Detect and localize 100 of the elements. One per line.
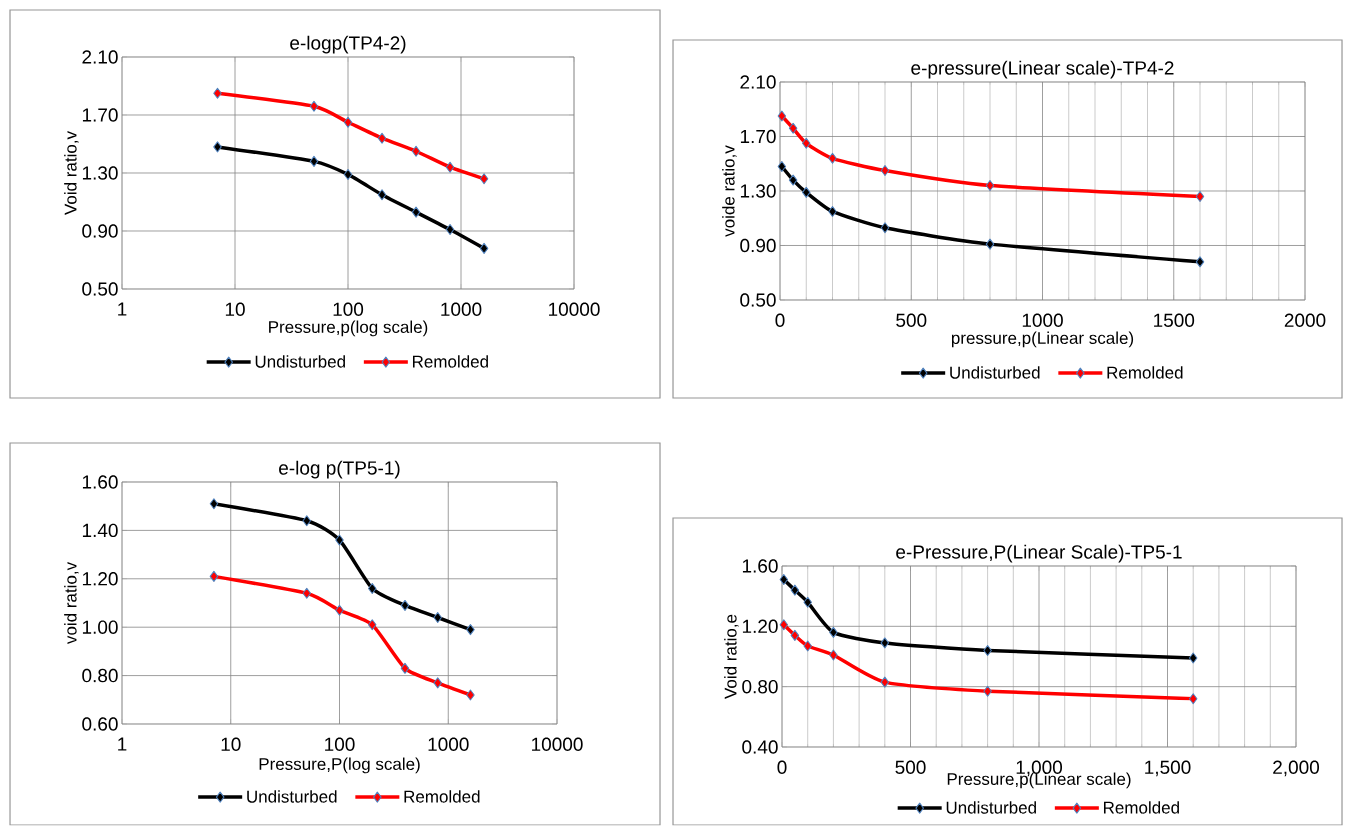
point xyxy=(983,645,992,657)
x-tick-label: 1000 xyxy=(441,302,482,317)
y-tick-label: 2.10 xyxy=(82,50,118,64)
point xyxy=(880,637,890,649)
x-tick-label: 1 xyxy=(118,737,127,751)
point xyxy=(367,583,377,595)
y-axis-title: void ratio,v xyxy=(64,562,79,645)
point xyxy=(343,116,353,128)
x-tick-label: 10 xyxy=(225,302,245,317)
point xyxy=(400,663,410,675)
point xyxy=(803,640,812,652)
x-tick-label: 500 xyxy=(895,760,926,775)
point xyxy=(829,649,838,661)
point xyxy=(985,180,995,192)
y-tick-label: 1.20 xyxy=(82,572,118,586)
legend-label: Undisturbed xyxy=(247,790,337,803)
y-tick-label: 0.50 xyxy=(740,293,776,307)
point xyxy=(377,132,387,144)
point xyxy=(779,619,789,631)
point xyxy=(367,619,377,631)
y-tick-label: 0.80 xyxy=(742,680,778,694)
x-axis-title: pressure,p(Linear scale) xyxy=(951,331,1134,348)
x-tick-label: 1,500 xyxy=(1145,760,1191,777)
point xyxy=(466,624,475,636)
x-tick-label: 0 xyxy=(777,760,787,775)
y-tick-label: 0.40 xyxy=(742,740,778,754)
point xyxy=(411,206,421,218)
chart-title: e-logp(TP4-2) xyxy=(290,35,406,54)
point xyxy=(985,238,995,250)
legend-label: Remolded xyxy=(1107,366,1183,379)
point xyxy=(445,224,455,236)
point xyxy=(779,574,789,586)
x-tick-label: 10 xyxy=(221,737,241,752)
point xyxy=(411,145,421,157)
x-tick-label: 1000 xyxy=(428,737,469,752)
point xyxy=(479,173,489,185)
point xyxy=(983,685,992,697)
point xyxy=(880,676,890,688)
x-axis-title: Pressure,p(log scale) xyxy=(269,320,428,337)
point xyxy=(335,604,344,616)
y-tick-label: 0.90 xyxy=(82,224,118,238)
y-tick-label: 0.50 xyxy=(82,282,118,296)
point xyxy=(829,627,838,639)
point xyxy=(302,588,312,600)
chart-title: e-Pressure,P(Linear Scale)-TP5-1 xyxy=(896,544,1182,563)
point xyxy=(802,187,811,199)
x-axis-title: Pressure,P(log scale) xyxy=(259,757,420,774)
chart-title: e-pressure(Linear scale)-TP4-2 xyxy=(911,60,1174,79)
x-tick-label: 1000 xyxy=(1022,313,1063,328)
y-tick-label: 1.30 xyxy=(740,184,776,198)
y-tick-label: 2.10 xyxy=(740,75,776,89)
point xyxy=(828,153,837,164)
point xyxy=(1188,693,1198,705)
point xyxy=(803,596,812,608)
point xyxy=(788,123,798,135)
point xyxy=(466,689,475,701)
y-tick-label: 1.60 xyxy=(742,559,778,573)
point xyxy=(343,169,353,181)
point xyxy=(802,138,811,150)
x-tick-label: 1500 xyxy=(1154,313,1195,328)
y-tick-label: 0.90 xyxy=(740,238,776,253)
point xyxy=(309,156,319,168)
x-tick-label: 0 xyxy=(775,313,785,328)
y-tick-label: 1.30 xyxy=(82,166,118,180)
point xyxy=(1195,191,1205,203)
y-tick-label: 1.70 xyxy=(740,129,776,144)
x-tick-label: 10000 xyxy=(532,737,583,752)
point xyxy=(302,515,312,527)
point xyxy=(1188,652,1198,664)
x-tick-label: 100 xyxy=(325,737,355,752)
legend-label: Remolded xyxy=(404,790,480,803)
y-tick-label: 1.60 xyxy=(82,475,118,489)
point xyxy=(433,677,442,689)
y-axis-title: Void ratio,v xyxy=(64,131,79,216)
point xyxy=(880,222,890,234)
y-tick-label: 0.60 xyxy=(82,717,118,731)
point xyxy=(788,174,798,186)
point xyxy=(790,584,800,596)
y-tick-label: 1.40 xyxy=(82,523,118,538)
y-tick-label: 1.20 xyxy=(742,619,778,634)
legend-label: Remolded xyxy=(1103,801,1179,814)
y-tick-label: 1.00 xyxy=(82,620,118,635)
y-tick-label: 0.80 xyxy=(82,669,118,683)
x-tick-label: 10000 xyxy=(549,302,600,317)
chart-title: e-log p(TP5-1) xyxy=(279,460,400,479)
y-axis-title: Void ratio,e xyxy=(724,614,739,700)
point xyxy=(790,630,800,642)
point xyxy=(479,243,489,255)
point xyxy=(400,600,410,612)
point xyxy=(335,534,344,546)
point xyxy=(880,165,890,177)
legend-label: Undisturbed xyxy=(946,801,1036,814)
x-tick-label: 2000 xyxy=(1284,313,1326,328)
point xyxy=(377,189,387,201)
x-tick-label: 1 xyxy=(118,302,127,316)
legend-label: Undisturbed xyxy=(255,355,345,368)
point xyxy=(309,101,319,112)
y-axis-title: voide ratio,v xyxy=(722,145,737,237)
point xyxy=(1195,256,1205,268)
point xyxy=(777,161,787,173)
